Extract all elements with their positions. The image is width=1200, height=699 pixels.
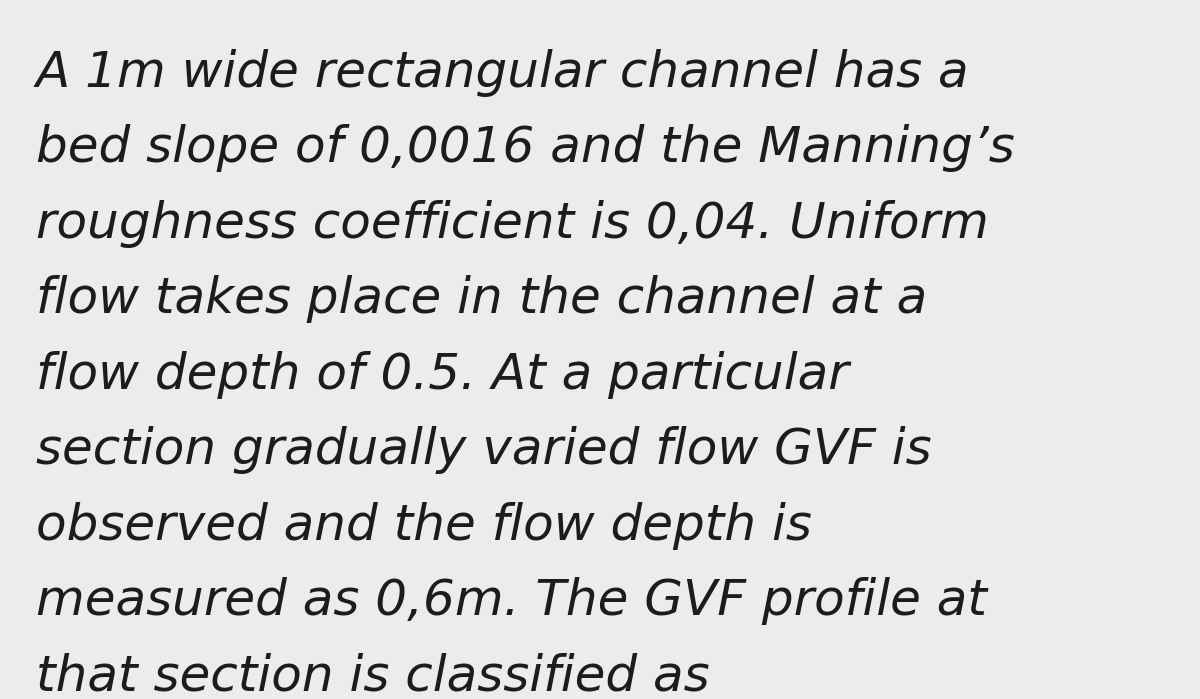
- Text: observed and the flow depth is: observed and the flow depth is: [36, 502, 812, 550]
- Text: section gradually varied flow GVF is: section gradually varied flow GVF is: [36, 426, 931, 475]
- Text: that section is classified as: that section is classified as: [36, 653, 709, 699]
- Text: flow takes place in the channel at a: flow takes place in the channel at a: [36, 275, 928, 324]
- Text: flow depth of 0.5. At a particular: flow depth of 0.5. At a particular: [36, 351, 848, 399]
- Text: A 1m wide rectangular channel has a: A 1m wide rectangular channel has a: [36, 49, 970, 97]
- Text: roughness coefficient is 0,04. Uniform: roughness coefficient is 0,04. Uniform: [36, 200, 989, 248]
- Text: measured as 0,6m. The GVF profile at: measured as 0,6m. The GVF profile at: [36, 577, 986, 626]
- Text: bed slope of 0,0016 and the Manning’s: bed slope of 0,0016 and the Manning’s: [36, 124, 1015, 173]
